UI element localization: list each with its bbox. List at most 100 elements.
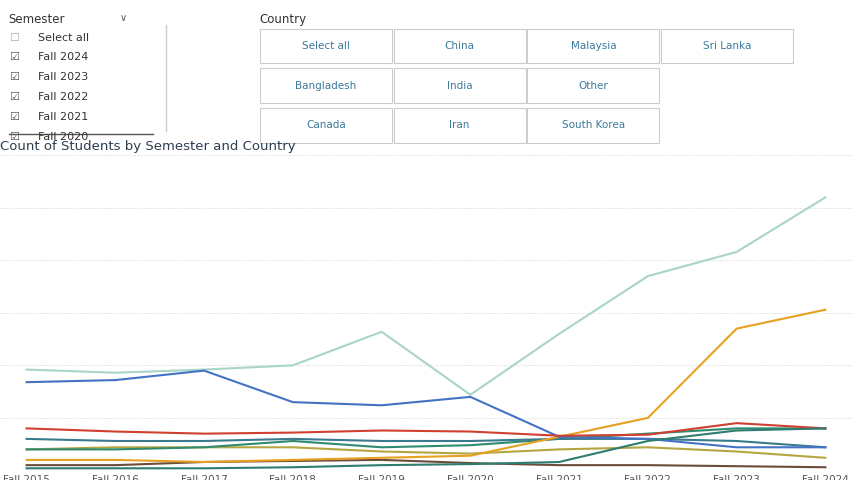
Line: South Korea: South Korea	[26, 460, 826, 467]
Text: ∨: ∨	[119, 13, 126, 24]
Line: Other: Other	[26, 197, 826, 395]
FancyBboxPatch shape	[260, 29, 392, 63]
Malaysia	[642, 431, 653, 436]
Iran	[377, 438, 387, 444]
Text: ☑: ☑	[9, 72, 19, 83]
Text: Fall 2021: Fall 2021	[38, 112, 89, 122]
Bangladesh	[377, 462, 387, 468]
India	[465, 453, 475, 458]
Malaysia	[110, 446, 120, 452]
Malaysia	[199, 444, 210, 450]
Text: Other: Other	[579, 81, 608, 91]
Text: South Korea: South Korea	[561, 120, 625, 131]
Text: Iran: Iran	[450, 120, 469, 131]
China	[110, 377, 120, 383]
Text: Semester: Semester	[9, 13, 65, 26]
FancyBboxPatch shape	[260, 69, 392, 103]
Other	[465, 392, 475, 397]
Sri Lanka	[642, 444, 653, 450]
Other	[288, 362, 298, 368]
South Korea	[642, 462, 653, 468]
Other	[732, 249, 742, 255]
South Korea	[732, 463, 742, 469]
Canada	[199, 431, 210, 436]
Iran	[465, 438, 475, 444]
Text: ☑: ☑	[9, 92, 19, 102]
Text: Fall 2023: Fall 2023	[38, 72, 89, 83]
FancyBboxPatch shape	[527, 29, 659, 63]
China	[554, 434, 564, 440]
Other	[199, 367, 210, 372]
Malaysia	[288, 438, 298, 444]
Text: ☑: ☑	[9, 112, 19, 122]
Sri Lanka	[820, 455, 831, 461]
Other	[377, 329, 387, 335]
FancyBboxPatch shape	[394, 108, 526, 143]
Text: Select all: Select all	[38, 33, 89, 43]
India	[199, 459, 210, 465]
Text: Fall 2024: Fall 2024	[38, 52, 89, 62]
Iran	[820, 444, 831, 450]
FancyBboxPatch shape	[394, 29, 526, 63]
South Korea	[465, 460, 475, 466]
Iran	[21, 436, 32, 442]
Iran	[199, 438, 210, 444]
Text: Canada: Canada	[306, 120, 346, 131]
Malaysia	[21, 446, 32, 452]
FancyBboxPatch shape	[394, 69, 526, 103]
Bangladesh	[642, 438, 653, 444]
India	[554, 434, 564, 440]
India	[732, 326, 742, 332]
Text: ☐: ☐	[9, 33, 19, 43]
Canada	[554, 433, 564, 439]
Other	[21, 367, 32, 372]
South Korea	[377, 457, 387, 463]
Bangladesh	[732, 428, 742, 433]
Text: ☑: ☑	[9, 132, 19, 142]
Sri Lanka	[732, 449, 742, 455]
Iran	[642, 436, 653, 442]
Line: Malaysia: Malaysia	[26, 428, 826, 449]
FancyBboxPatch shape	[661, 29, 793, 63]
Bangladesh	[199, 466, 210, 471]
South Korea	[554, 462, 564, 468]
Sri Lanka	[554, 446, 564, 452]
Canada	[732, 420, 742, 426]
Sri Lanka	[21, 446, 32, 452]
Canada	[110, 429, 120, 434]
Malaysia	[732, 425, 742, 431]
Bangladesh	[110, 466, 120, 471]
Bangladesh	[465, 461, 475, 467]
Other	[554, 331, 564, 337]
China	[199, 368, 210, 373]
Iran	[110, 438, 120, 444]
China	[642, 436, 653, 442]
China	[820, 444, 831, 450]
Text: Count of Students by Semester and Country: Count of Students by Semester and Countr…	[0, 140, 296, 153]
Canada	[642, 432, 653, 438]
Sri Lanka	[288, 444, 298, 450]
South Korea	[820, 464, 831, 470]
Bangladesh	[21, 466, 32, 471]
Line: Sri Lanka: Sri Lanka	[26, 447, 826, 458]
Text: India: India	[446, 81, 473, 91]
Canada	[377, 428, 387, 433]
Bangladesh	[554, 459, 564, 465]
Text: Country: Country	[260, 13, 307, 26]
Malaysia	[554, 436, 564, 442]
Malaysia	[465, 442, 475, 448]
China	[465, 394, 475, 400]
Line: India: India	[26, 310, 826, 462]
Text: Sri Lanka: Sri Lanka	[703, 41, 751, 51]
India	[377, 455, 387, 461]
China	[21, 379, 32, 385]
India	[642, 415, 653, 421]
India	[820, 307, 831, 312]
Iran	[732, 438, 742, 444]
Sri Lanka	[465, 451, 475, 456]
Text: Fall 2020: Fall 2020	[38, 132, 89, 142]
Text: Select all: Select all	[302, 41, 350, 51]
Text: ☑: ☑	[9, 52, 19, 62]
FancyBboxPatch shape	[260, 108, 392, 143]
Line: Bangladesh: Bangladesh	[26, 428, 826, 468]
